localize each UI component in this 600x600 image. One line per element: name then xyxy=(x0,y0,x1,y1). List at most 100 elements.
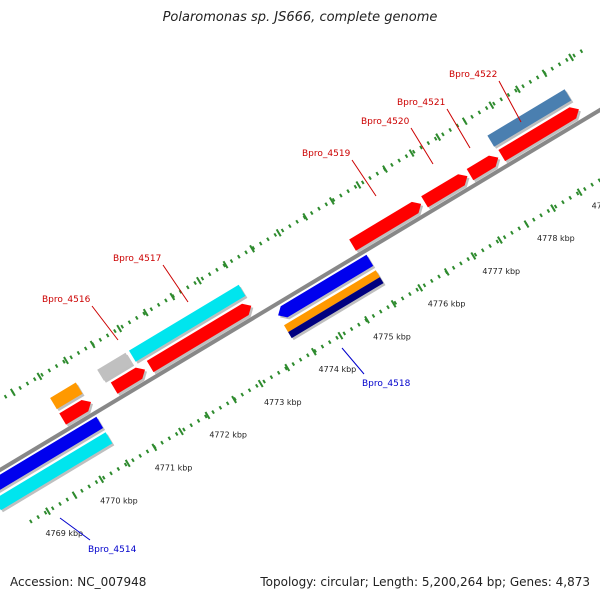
track-tick xyxy=(169,292,176,301)
kbp-tick-label: 4773 kbp xyxy=(264,398,302,407)
track-dot xyxy=(298,357,303,362)
track-dot xyxy=(455,123,460,128)
track-dot xyxy=(32,377,37,382)
track-dot xyxy=(29,519,33,524)
cds-bpro-4522[interactable] xyxy=(498,107,579,162)
track-tick xyxy=(364,315,370,324)
track-dot xyxy=(83,346,88,351)
gene-label-bpro-4520[interactable]: Bpro_4520 xyxy=(361,117,410,127)
track-dot xyxy=(186,285,190,290)
track-tick xyxy=(9,388,16,397)
track-dot xyxy=(426,140,431,146)
track-dot xyxy=(404,154,409,159)
track-dot xyxy=(218,405,223,410)
cds-bpro-4519[interactable] xyxy=(349,201,422,251)
track-tick xyxy=(151,443,158,452)
track-tick xyxy=(249,244,256,253)
track-tick xyxy=(390,299,397,308)
track-dot xyxy=(371,313,376,318)
track-tick xyxy=(470,252,477,260)
track-tick xyxy=(541,69,548,78)
track-dot xyxy=(437,274,441,279)
gene-label-bpro-4514[interactable]: Bpro_4514 xyxy=(88,545,137,555)
gene-leader-line xyxy=(498,80,522,123)
track-dot xyxy=(229,259,234,264)
track-dot xyxy=(550,66,555,71)
track-dot xyxy=(492,101,496,106)
track-tick xyxy=(550,204,557,213)
track-dot xyxy=(415,287,419,292)
track-dot xyxy=(378,309,383,314)
gene-label-bpro-4516[interactable]: Bpro_4516 xyxy=(42,295,91,305)
track-dot xyxy=(149,307,154,312)
track-tick xyxy=(497,236,503,244)
gene-label-bpro-4518[interactable]: Bpro_4518 xyxy=(362,379,411,389)
cds-bpro-4518[interactable] xyxy=(278,254,374,318)
track-tick xyxy=(63,356,69,365)
track-dot xyxy=(517,226,521,231)
gene-label-bpro-4521[interactable]: Bpro_4521 xyxy=(397,98,445,108)
gene-label-bpro-4522[interactable]: Bpro_4522 xyxy=(449,70,497,80)
track-dot xyxy=(572,53,576,58)
misc-gray[interactable] xyxy=(97,352,133,381)
track-dot xyxy=(255,383,259,388)
track-dot xyxy=(393,300,398,305)
track-dot xyxy=(280,228,285,233)
track-dot xyxy=(113,329,117,334)
kbp-tick-label: 4771 kbp xyxy=(155,463,193,472)
track-dot xyxy=(291,361,296,367)
track-dot xyxy=(43,510,48,515)
misc-steelblue-bpro-4522[interactable] xyxy=(487,89,572,147)
cds-bpro-4517[interactable] xyxy=(146,303,252,373)
track-dot xyxy=(123,462,128,467)
track-tick xyxy=(116,324,123,333)
track-dot xyxy=(54,364,59,369)
misc-navy-bpro-4518[interactable] xyxy=(288,277,384,339)
cds-bpro-4521[interactable] xyxy=(466,155,499,181)
track-dot xyxy=(339,193,343,198)
track-tick xyxy=(275,228,282,237)
track-dot xyxy=(535,75,540,80)
track-dot xyxy=(597,178,600,183)
track-tick xyxy=(310,347,317,356)
track-dot xyxy=(411,149,416,154)
gene-leader-line xyxy=(410,127,434,165)
track-dot xyxy=(335,335,339,340)
kbp-tick-label: 4779 kbp xyxy=(592,201,600,210)
track-dot xyxy=(583,187,587,192)
misc-orange-bpro-4518[interactable] xyxy=(284,270,380,333)
misc-orange-left[interactable] xyxy=(50,382,83,410)
cds-bpro-4514[interactable] xyxy=(0,416,104,492)
track-dot xyxy=(237,254,241,259)
track-tick xyxy=(515,85,521,94)
track-dot xyxy=(502,235,507,240)
track-tick xyxy=(337,331,344,340)
kbp-tick-label: 4777 kbp xyxy=(482,267,520,276)
gene-label-bpro-4519[interactable]: Bpro_4519 xyxy=(302,149,351,159)
track-dot xyxy=(324,202,329,207)
gene-label-bpro-4517[interactable]: Bpro_4517 xyxy=(113,254,161,264)
accession-text: Accession: NC_007948 xyxy=(10,575,147,589)
track-dot xyxy=(109,471,113,476)
track-dot xyxy=(193,280,197,286)
track-dot xyxy=(546,208,551,214)
misc-cyan-bpro-4517[interactable] xyxy=(129,284,246,362)
track-dot xyxy=(200,276,205,281)
cds-bpro-4516[interactable] xyxy=(59,400,91,425)
gene-leader-line xyxy=(91,305,119,341)
track-dot xyxy=(215,267,219,272)
track-tick xyxy=(435,133,442,142)
misc-cyan-bpro-4514[interactable] xyxy=(0,432,113,511)
cds-bpro-4520[interactable] xyxy=(421,174,468,208)
track-dot xyxy=(50,506,55,511)
track-dot xyxy=(302,215,307,220)
track-dot xyxy=(309,210,314,216)
track-tick xyxy=(257,379,264,388)
track-dot xyxy=(488,243,492,248)
cds-left-small[interactable] xyxy=(110,367,145,394)
track-dot xyxy=(510,230,514,235)
track-dot xyxy=(346,189,350,194)
track-dot xyxy=(484,105,489,111)
track-dot xyxy=(276,370,281,375)
gene-leader-line xyxy=(341,347,365,375)
